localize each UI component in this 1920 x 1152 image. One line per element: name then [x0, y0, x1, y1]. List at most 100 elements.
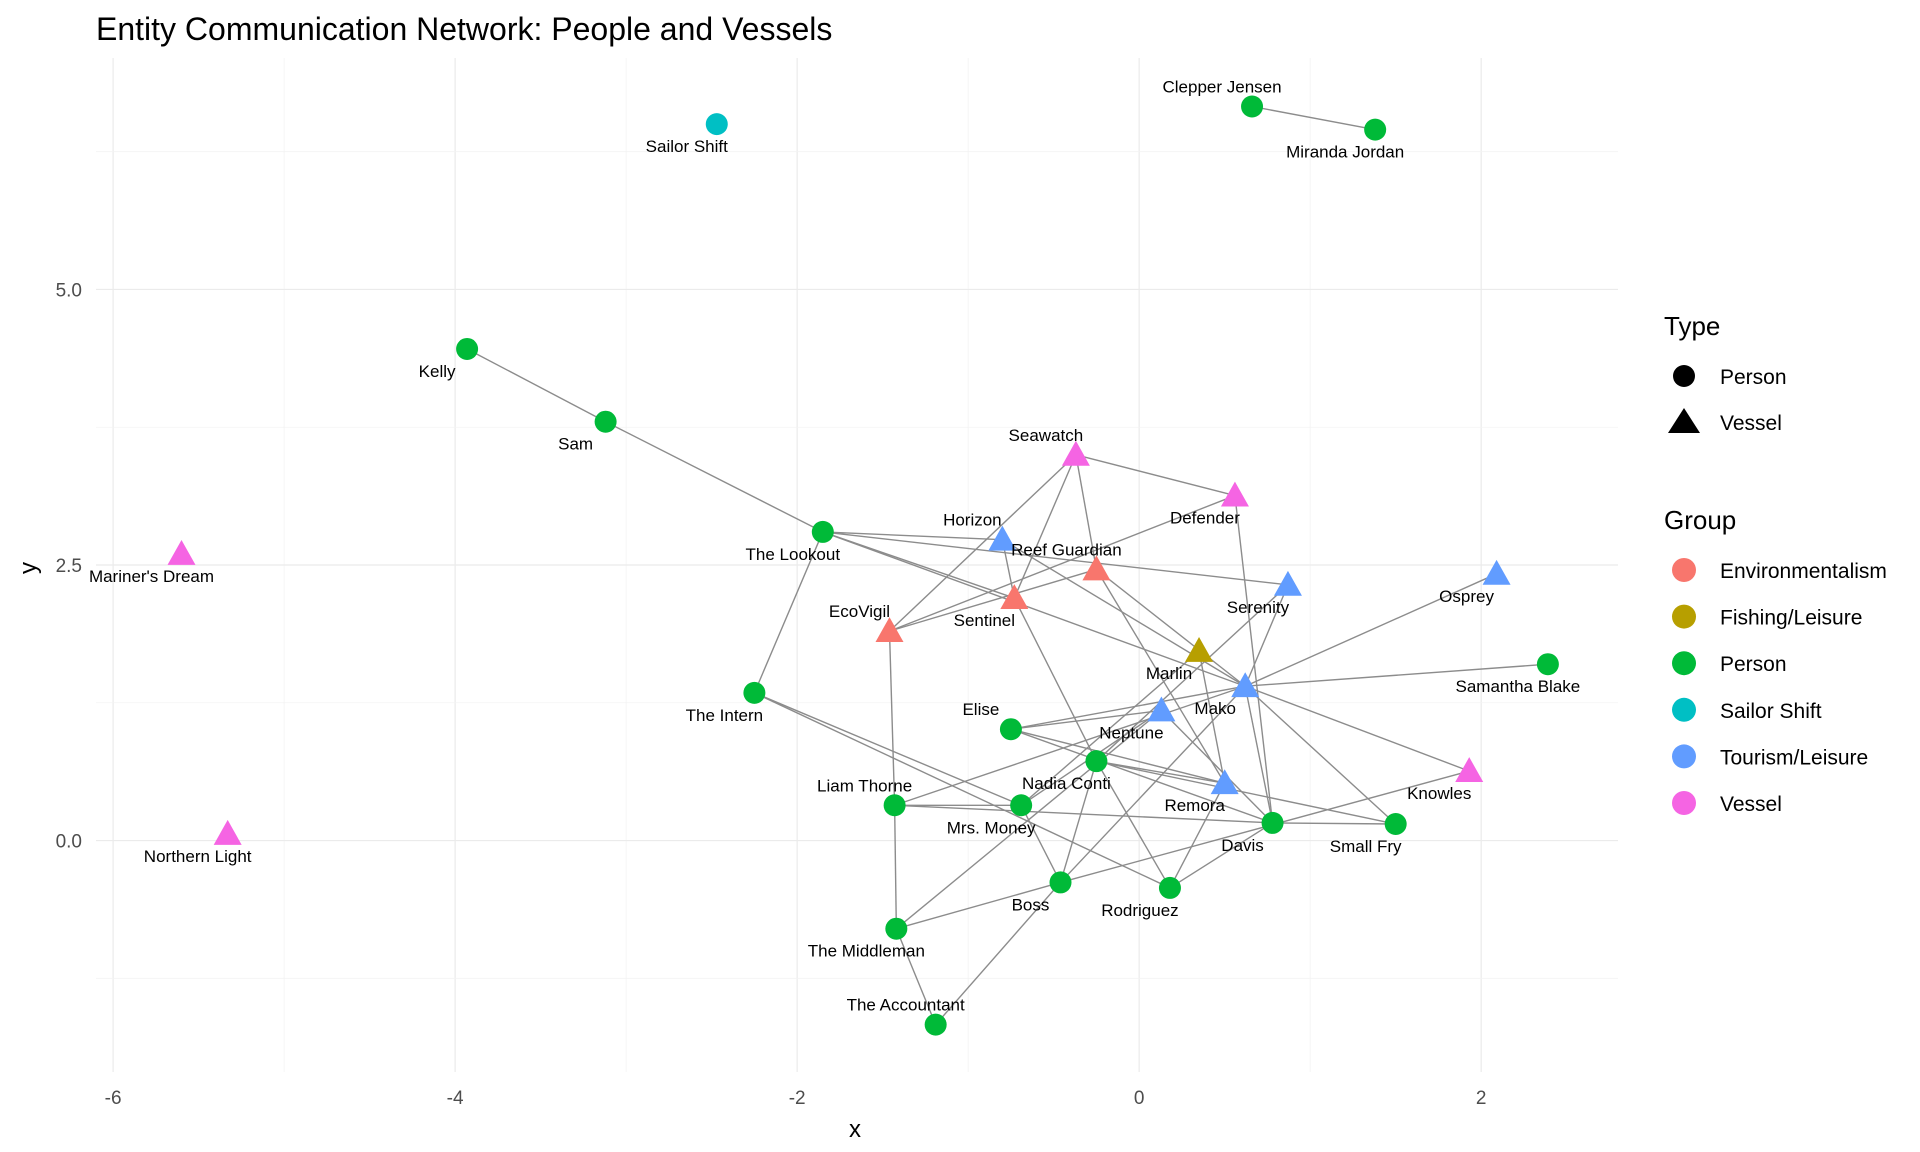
- edge-nadia-conti-boss: [1059, 760, 1098, 883]
- node-label-mariner-s-dream: Mariner's Dream: [89, 567, 214, 586]
- node-label-osprey: Osprey: [1439, 587, 1494, 606]
- legend-group-key-environmentalism: [1672, 558, 1696, 582]
- y-tick-label: 0.0: [56, 832, 82, 853]
- edge-marlin-remora: [1198, 650, 1226, 784]
- node-label-remora: Remora: [1164, 796, 1225, 815]
- edge-marlin-mrs-money: [1020, 650, 1200, 806]
- edge-serenity-mako: [1244, 584, 1289, 687]
- node-label-small-fry: Small Fry: [1330, 837, 1402, 856]
- node-mrs-money: [1010, 794, 1033, 817]
- node-boss: [1049, 871, 1072, 894]
- edge-mako-davis: [1244, 686, 1274, 824]
- node-the-middleman: [885, 917, 908, 940]
- node-label-nadia-conti: Nadia Conti: [1022, 774, 1111, 793]
- edge-the-lookout-serenity: [822, 531, 1289, 586]
- y-tick-label: 5.0: [56, 280, 82, 301]
- edge-kelly-sam: [466, 348, 606, 423]
- node-label-liam-thorne: Liam Thorne: [817, 776, 912, 795]
- node-defender: [1220, 481, 1249, 507]
- node-knowles: [1455, 757, 1484, 783]
- edge-reef-guardian-mako: [1095, 568, 1246, 687]
- edge-defender-davis: [1234, 495, 1274, 823]
- x-tick-label: -2: [789, 1088, 806, 1109]
- node-samantha-blake: [1536, 653, 1559, 676]
- edge-reef-guardian-ecovigil: [889, 568, 1097, 632]
- edge-liam-thorne-the-middleman: [893, 805, 898, 929]
- edge-seawatch-reef-guardian: [1075, 454, 1098, 570]
- node-the-lookout: [811, 520, 834, 543]
- edge-sam-the-lookout: [605, 421, 824, 533]
- edge-boss-the-accountant: [935, 881, 1062, 1026]
- node-davis: [1261, 811, 1284, 834]
- edge-davis-small-fry: [1272, 822, 1396, 825]
- x-axis-title: x: [849, 1116, 861, 1143]
- legend-group-label-sailor-shift: Sailor Shift: [1720, 700, 1822, 723]
- node-label-defender: Defender: [1170, 509, 1240, 528]
- node-label-marlin: Marlin: [1146, 664, 1192, 683]
- node-label-sentinel: Sentinel: [954, 611, 1015, 630]
- node-horizon: [988, 525, 1017, 551]
- node-osprey: [1482, 559, 1511, 585]
- node-northern-light: [213, 819, 242, 845]
- node-clepper-jensen: [1241, 95, 1264, 118]
- node-sailor-shift: [705, 113, 728, 136]
- node-label-knowles: Knowles: [1407, 784, 1471, 803]
- node-seawatch: [1061, 440, 1090, 466]
- edge-remora-rodriguez: [1169, 782, 1226, 889]
- node-marlin: [1185, 636, 1214, 662]
- node-neptune: [1147, 696, 1176, 722]
- node-label-the-lookout: The Lookout: [746, 545, 841, 564]
- node-label-kelly: Kelly: [419, 362, 456, 381]
- edge-mako-small-fry: [1244, 685, 1397, 825]
- y-axis-title: y: [15, 562, 42, 574]
- node-label-miranda-jordan: Miranda Jordan: [1286, 143, 1404, 162]
- edge-osprey-mako: [1244, 573, 1497, 687]
- edge-mako-elise: [1010, 685, 1246, 730]
- node-liam-thorne: [883, 794, 906, 817]
- node-label-the-accountant: The Accountant: [847, 996, 965, 1015]
- legend-group-key-sailor-shift: [1672, 697, 1696, 722]
- node-label-samantha-blake: Samantha Blake: [1456, 677, 1581, 696]
- chart-title: Entity Communication Network: People and…: [96, 11, 832, 47]
- legend-group-label-fishing-leisure: Fishing/Leisure: [1720, 607, 1862, 630]
- edge-mako-boss: [1059, 685, 1246, 883]
- node-kelly: [456, 337, 479, 360]
- legend-type-key-person: [1673, 365, 1695, 387]
- edge-mako-liam-thorne: [894, 685, 1246, 806]
- node-serenity: [1273, 570, 1302, 596]
- edge-mako-knowles: [1244, 685, 1470, 772]
- node-reef-guardian: [1082, 555, 1111, 581]
- edge-neptune-davis: [1160, 709, 1274, 824]
- node-label-reef-guardian: Reef Guardian: [1011, 540, 1122, 559]
- legend-group-key-fishing-leisure: [1672, 604, 1696, 629]
- edge-reef-guardian-remora: [1095, 569, 1226, 784]
- x-tick-label: 2: [1476, 1088, 1487, 1109]
- node-mariner-s-dream: [167, 539, 196, 565]
- edge-boss-the-middleman: [896, 881, 1061, 930]
- node-sentinel: [1000, 584, 1029, 609]
- edge-seawatch-sentinel: [1013, 454, 1077, 599]
- node-sam: [594, 410, 617, 433]
- edge-neptune-elise: [1010, 709, 1162, 730]
- axis-ticks: -6 -4 -2 0 2 0.0 2.5 5.0: [56, 280, 1487, 1109]
- node-label-seawatch: Seawatch: [1009, 426, 1084, 445]
- edge-the-intern-rodriguez: [754, 692, 1171, 889]
- node-small-fry: [1384, 813, 1407, 836]
- node-label-sailor-shift: Sailor Shift: [646, 137, 728, 156]
- edge-elise-davis: [1010, 728, 1273, 824]
- x-tick-label: -6: [105, 1088, 122, 1109]
- x-tick-label: -4: [447, 1088, 464, 1109]
- node-label-serenity: Serenity: [1227, 598, 1290, 617]
- node-label-ecovigil: EcoVigil: [829, 602, 890, 621]
- edges: [466, 105, 1548, 1026]
- legend-group-label-person: Person: [1720, 653, 1787, 676]
- node-miranda-jordan: [1364, 118, 1387, 141]
- legend-type-label-person: Person: [1720, 366, 1787, 389]
- node-ecovigil: [875, 617, 904, 643]
- edge-ecovigil-liam-thorne: [888, 631, 896, 806]
- node-label-horizon: Horizon: [943, 511, 1002, 530]
- node-label-elise: Elise: [962, 700, 999, 719]
- nodes: [167, 95, 1559, 1036]
- edge-defender-ecovigil: [889, 494, 1236, 632]
